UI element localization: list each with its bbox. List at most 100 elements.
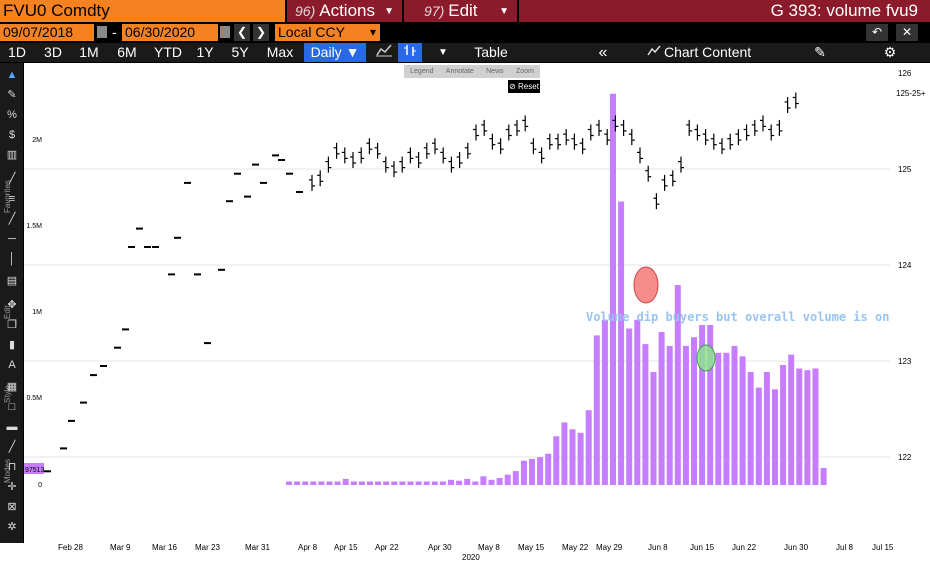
- lock-icon[interactable]: ⊠: [7, 501, 17, 513]
- volume-bar: [439, 481, 446, 485]
- volume-bar: [780, 365, 787, 485]
- draw-icon[interactable]: ╱: [8, 213, 16, 225]
- x-axis-tick: Mar 23: [195, 543, 220, 552]
- end-date-field[interactable]: 06/30/2020: [122, 24, 218, 41]
- move-icon[interactable]: ✥: [7, 299, 17, 311]
- period-6m[interactable]: 6M: [117, 44, 137, 60]
- reset-button[interactable]: ⊘ Reset: [508, 80, 540, 93]
- trend-icon[interactable]: %: [7, 109, 17, 121]
- price-tick: 126: [898, 69, 912, 78]
- period-3d[interactable]: 3D: [44, 44, 62, 60]
- volume-axis-tick: 1.5M: [26, 223, 42, 230]
- x-axis-tick: Apr 8: [298, 543, 318, 552]
- period-5y[interactable]: 5Y: [231, 44, 249, 60]
- annotate-toggle[interactable]: Annotate: [445, 68, 474, 75]
- volume-bar: [375, 481, 382, 485]
- bar-chart-icon[interactable]: [398, 43, 422, 62]
- text-icon[interactable]: A: [8, 359, 16, 371]
- volume-bar: [634, 319, 641, 485]
- chart-title: G 393: volume fvu9: [519, 0, 930, 22]
- current-volume-box: [24, 463, 44, 474]
- x-axis: Feb 28 Mar 9 Mar 16 Mar 23 Mar 31 Apr 8 Apr 15…: [0, 543, 930, 565]
- fib-icon[interactable]: ▤: [6, 275, 18, 287]
- start-date-field[interactable]: 09/07/2018: [0, 24, 94, 41]
- table-button[interactable]: Table: [474, 44, 508, 60]
- currency-dropdown-icon[interactable]: ▾: [366, 24, 380, 41]
- zoom-toggle[interactable]: Zoom: [515, 68, 534, 75]
- edit-number: 97): [424, 3, 445, 19]
- magnet-icon[interactable]: ⊓: [7, 461, 17, 473]
- volume-bar: [496, 478, 503, 485]
- chart-content-button[interactable]: Chart Content: [664, 44, 752, 60]
- currency-select[interactable]: Local CCY: [275, 24, 366, 41]
- double-chevron-left-icon[interactable]: «: [598, 44, 608, 61]
- volume-axis-tick: 1M: [32, 309, 42, 316]
- period-1m[interactable]: 1M: [79, 44, 99, 60]
- caret-down-icon: ▼: [384, 5, 394, 17]
- period-ytd[interactable]: YTD: [154, 44, 182, 60]
- volume-bar: [399, 481, 406, 485]
- vertical-line-icon[interactable]: │: [8, 253, 16, 265]
- caret-down-icon: ▼: [499, 5, 509, 17]
- line-tool-icon[interactable]: ╱: [8, 173, 16, 185]
- next-arrow-icon[interactable]: ❯: [253, 24, 269, 41]
- x-axis-tick: Jun 8: [648, 543, 668, 552]
- line-chart-icon[interactable]: [372, 43, 396, 62]
- actions-menu[interactable]: 96) Actions ▼: [287, 0, 402, 22]
- price-tick: 123: [898, 357, 912, 366]
- crosshair-icon[interactable]: ✛: [7, 481, 17, 493]
- x-axis-tick: May 22: [562, 543, 589, 552]
- volume-bar: [334, 481, 341, 485]
- volume-bar: [601, 319, 608, 485]
- period-1y[interactable]: 1Y: [196, 44, 214, 60]
- ticker-label: FVU0 Comdty: [3, 1, 110, 20]
- volume-bar: [755, 387, 762, 485]
- chart-type-dropdown-icon[interactable]: ▼: [438, 47, 448, 58]
- volume-bar: [415, 481, 422, 485]
- bar-icon[interactable]: ▥: [6, 149, 18, 161]
- horizontal-line-icon[interactable]: ─: [8, 233, 16, 245]
- trash-icon[interactable]: ▮: [8, 339, 16, 351]
- pencil-icon[interactable]: ✎: [814, 44, 826, 60]
- volume-bar: [699, 325, 706, 485]
- pen-icon[interactable]: ✎: [7, 89, 17, 101]
- volume-bar: [504, 474, 511, 485]
- annotation-text[interactable]: Volume dip buyers but overall volume is …: [586, 310, 930, 324]
- volume-bar: [448, 479, 454, 485]
- frequency-select[interactable]: Daily ▼: [304, 43, 366, 62]
- news-toggle[interactable]: News: [486, 68, 504, 75]
- close-icon[interactable]: ✕: [896, 24, 918, 41]
- chart-plot-area[interactable]: 0 0.5M 1M 1.5M 2M 97513 Legend Annotate News …: [24, 63, 930, 543]
- volume-bar: [642, 344, 649, 485]
- x-axis-tick: May 15: [518, 543, 545, 552]
- channel-icon[interactable]: ≡: [8, 193, 16, 205]
- x-axis-tick: Jun 22: [732, 543, 757, 552]
- volume-bar: [674, 285, 681, 485]
- period-max[interactable]: Max: [266, 44, 294, 60]
- volume-bar: [666, 345, 673, 485]
- brush-icon[interactable]: ╱: [8, 441, 16, 453]
- prev-arrow-icon[interactable]: ❮: [234, 24, 250, 41]
- gear-icon[interactable]: ⚙: [883, 44, 897, 60]
- cursor-icon[interactable]: ▲: [6, 69, 18, 81]
- dollar-icon[interactable]: $: [8, 129, 16, 141]
- color-icon[interactable]: ▦: [6, 381, 18, 393]
- line-style-icon[interactable]: ▬: [6, 421, 18, 433]
- volume-bar: [545, 453, 552, 485]
- ticker-field[interactable]: FVU0 Comdty: [0, 0, 285, 22]
- calendar-icon[interactable]: [220, 26, 230, 38]
- volume-bar: [561, 422, 568, 485]
- last-price-label: 125-25+: [896, 89, 926, 98]
- end-date-text: 06/30/2020: [125, 24, 196, 40]
- period-1d[interactable]: 1D: [8, 44, 26, 60]
- volume-bar: [739, 356, 746, 485]
- legend-toggle[interactable]: Legend: [410, 68, 434, 75]
- undo-icon[interactable]: ↶: [866, 24, 888, 41]
- settings-icon[interactable]: ✲: [7, 521, 17, 533]
- price-tick: 124: [898, 261, 912, 270]
- volume-bar: [812, 368, 819, 485]
- edit-menu[interactable]: 97) Edit ▼: [404, 0, 517, 22]
- fill-icon[interactable]: □: [8, 401, 16, 413]
- calendar-icon[interactable]: [97, 26, 107, 38]
- copy-icon[interactable]: ❐: [7, 319, 17, 331]
